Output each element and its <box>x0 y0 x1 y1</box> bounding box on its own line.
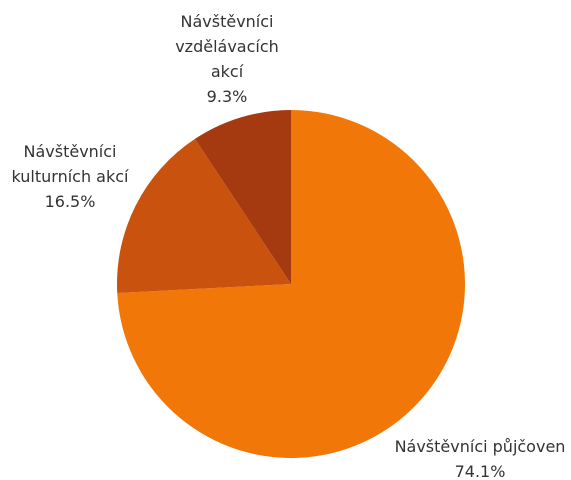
slice-name: Návštěvníci půjčoven <box>394 437 566 456</box>
slice-value: 16.5% <box>44 192 96 211</box>
slice-value: 74.1% <box>454 462 506 480</box>
slice-label: Návštěvníci půjčoven 74.1% <box>380 434 571 480</box>
slice-label: Návštěvníci vzdělávacích akcí 9.3% <box>167 9 287 109</box>
slice-value: 9.3% <box>206 87 248 106</box>
pie-slice <box>117 138 291 294</box>
slice-label: Návštěvníci kulturních akcí 16.5% <box>10 139 130 214</box>
pie-slice <box>194 110 291 284</box>
pie-slice <box>117 110 466 459</box>
slice-name: Návštěvníci vzdělávacích akcí <box>175 12 279 81</box>
slice-name: Návštěvníci kulturních akcí <box>11 142 129 186</box>
